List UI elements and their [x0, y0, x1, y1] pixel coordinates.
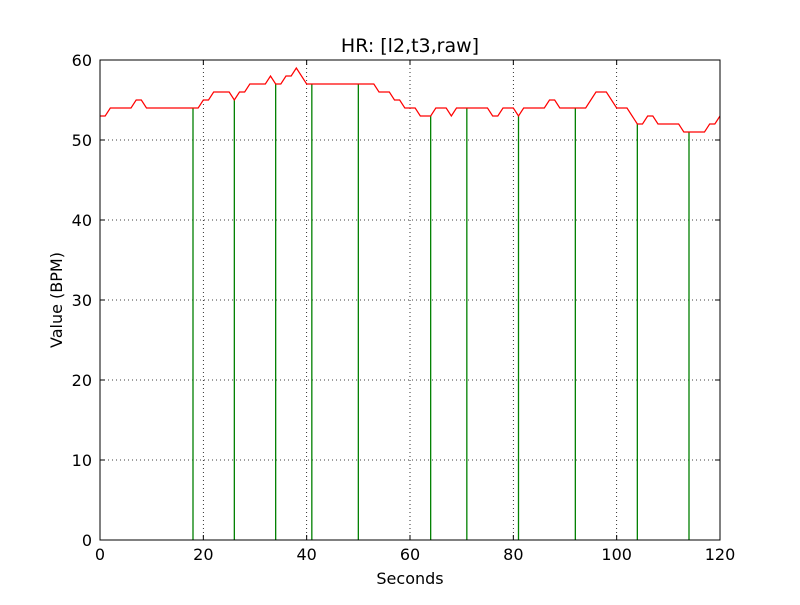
x-tick-label: 40 — [296, 545, 316, 564]
y-tick-label: 60 — [72, 51, 92, 70]
x-tick-label: 80 — [503, 545, 523, 564]
y-tick-label: 0 — [82, 531, 92, 550]
x-tick-label: 120 — [705, 545, 736, 564]
y-tick-label: 10 — [72, 451, 92, 470]
x-tick-label: 20 — [193, 545, 213, 564]
y-tick-label: 30 — [72, 291, 92, 310]
y-tick-label: 40 — [72, 211, 92, 230]
x-tick-label: 100 — [601, 545, 632, 564]
x-axis-label: Seconds — [376, 569, 443, 588]
y-axis-label: Value (BPM) — [47, 252, 66, 348]
series-layer — [100, 66, 721, 540]
y-tick-label: 20 — [72, 371, 92, 390]
chart-title: HR: [l2,t3,raw] — [341, 35, 479, 57]
y-tick-label: 50 — [72, 131, 92, 150]
tick-layer: 0 20 40 60 80 100 120 0 10 20 30 40 50 60 — [72, 51, 736, 564]
x-tick-label: 0 — [95, 545, 105, 564]
hr-line — [100, 66, 721, 133]
x-tick-label: 60 — [400, 545, 420, 564]
